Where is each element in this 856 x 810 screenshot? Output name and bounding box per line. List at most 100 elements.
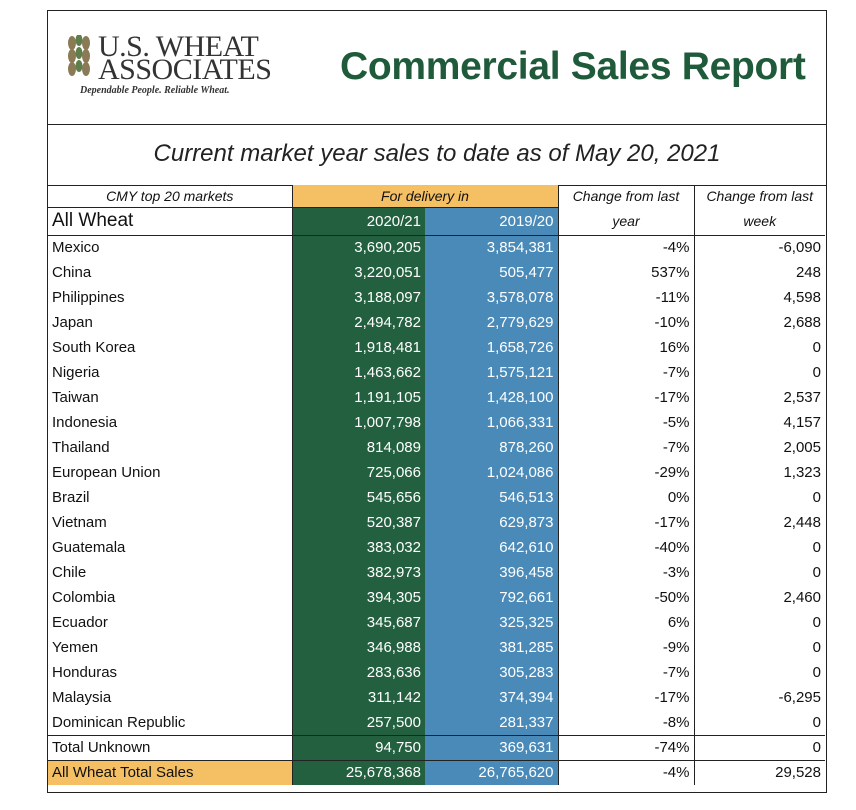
change-year-cell: 537% xyxy=(558,260,695,285)
sales-2019-20-cell: 642,610 xyxy=(425,535,559,560)
sales-2020-21-cell: 1,918,481 xyxy=(292,335,425,360)
sales-2019-20-cell: 3,854,381 xyxy=(425,235,559,260)
sales-2020-21-cell: 545,656 xyxy=(292,485,425,510)
sales-2020-21-cell: 1,463,662 xyxy=(292,360,425,385)
total-unknown-row: Total Unknown 94,750 369,631 -74% 0 xyxy=(48,734,825,760)
sales-2020-21-cell: 346,988 xyxy=(292,635,425,660)
change-week-cell: 248 xyxy=(795,264,821,281)
col-2020-21-header: 2020/21 xyxy=(292,207,425,236)
sales-2020-21-cell: 382,973 xyxy=(292,560,425,585)
sales-2019-20-cell: 3,578,078 xyxy=(425,285,559,310)
market-cell: Japan xyxy=(48,310,293,335)
change-week-cell: 0 xyxy=(812,614,821,631)
market-cell: Philippines xyxy=(48,285,293,310)
report-subtitle: Current market year sales to date as of … xyxy=(153,140,721,167)
market-cell: Honduras xyxy=(48,660,293,685)
table-row: China 3,220,051 505,477 537% 248 xyxy=(48,260,825,285)
market-cell: Total Unknown xyxy=(48,734,293,760)
change-week-header-line1: Change from last xyxy=(706,188,814,204)
sales-table-body: CMY top 20 markets For delivery in Chang… xyxy=(48,185,825,785)
sales-2019-20-cell: 2,779,629 xyxy=(425,310,559,335)
market-cell: Yemen xyxy=(48,635,293,660)
sales-2019-20-cell: 381,285 xyxy=(425,635,559,660)
change-year-cell: -17% xyxy=(558,510,695,535)
table-row: European Union 725,066 1,024,086 -29% 1,323 xyxy=(48,460,825,485)
change-year-cell: -50% xyxy=(558,585,695,610)
sales-2019-20-cell: 1,428,100 xyxy=(425,385,559,410)
table-row: Japan 2,494,782 2,779,629 -10% 2,688 xyxy=(48,310,825,335)
change-year-cell: -11% xyxy=(558,285,695,310)
market-cell: All Wheat Total Sales xyxy=(48,759,293,785)
sales-2020-21-cell: 311,142 xyxy=(292,685,425,710)
market-cell: European Union xyxy=(48,460,293,485)
logo-text-line1: U.S. WHEAT xyxy=(98,30,259,63)
table-row: Nigeria 1,463,662 1,575,121 -7% 0 xyxy=(48,360,825,385)
market-cell: Guatemala xyxy=(48,535,293,560)
table-row: Brazil 545,656 546,513 0% 0 xyxy=(48,485,825,510)
sales-2020-21-cell: 2,494,782 xyxy=(292,310,425,335)
change-week-cell: 0 xyxy=(812,564,821,581)
sales-2020-21-cell: 345,687 xyxy=(292,610,425,635)
market-cell: Dominican Republic xyxy=(48,710,293,735)
header-row-2: All Wheat 2020/21 2019/20 year week xyxy=(48,207,825,236)
sales-2020-21-cell: 1,191,105 xyxy=(292,385,425,410)
table-row: Ecuador 345,687 325,325 6% 0 xyxy=(48,610,825,635)
change-year-cell: -7% xyxy=(558,435,695,460)
market-cell: Malaysia xyxy=(48,685,293,710)
sales-2020-21-cell: 725,066 xyxy=(292,460,425,485)
sales-2019-20-cell: 1,658,726 xyxy=(425,335,559,360)
change-year-cell: -4% xyxy=(558,759,695,785)
market-cell: Indonesia xyxy=(48,410,293,435)
market-cell: Thailand xyxy=(48,435,293,460)
sales-2020-21-cell: 814,089 xyxy=(292,435,425,460)
wheat-icon xyxy=(68,35,90,76)
sales-2019-20-cell: 792,661 xyxy=(425,585,559,610)
delivery-header: For delivery in xyxy=(292,185,559,208)
sales-2020-21-cell: 3,188,097 xyxy=(292,285,425,310)
sales-2019-20-cell: 369,631 xyxy=(425,734,559,760)
market-cell: Brazil xyxy=(48,485,293,510)
change-week-cell: 2,005 xyxy=(783,439,821,456)
sales-2019-20-cell: 396,458 xyxy=(425,560,559,585)
change-week-cell: 0 xyxy=(812,639,821,656)
change-week-cell: 4,598 xyxy=(783,289,821,306)
sales-2019-20-cell: 305,283 xyxy=(425,660,559,685)
sales-2019-20-cell: 1,575,121 xyxy=(425,360,559,385)
col-2019-20-header: 2019/20 xyxy=(425,207,559,236)
change-week-cell: 2,460 xyxy=(783,589,821,606)
sales-2019-20-cell: 629,873 xyxy=(425,510,559,535)
change-year-cell: -5% xyxy=(558,410,695,435)
sales-2020-21-cell: 383,032 xyxy=(292,535,425,560)
change-week-cell: 29,528 xyxy=(694,759,825,785)
market-cell: Vietnam xyxy=(48,510,293,535)
market-cell: Chile xyxy=(48,560,293,585)
change-week-cell: 4,157 xyxy=(783,414,821,431)
change-year-cell: -17% xyxy=(558,685,695,710)
sales-table: CMY top 20 markets For delivery in Chang… xyxy=(48,185,825,785)
sales-2019-20-cell: 1,066,331 xyxy=(425,410,559,435)
change-week-cell: -6,090 xyxy=(778,239,821,257)
sales-2019-20-cell: 374,394 xyxy=(425,685,559,710)
change-year-cell: 0% xyxy=(558,485,695,510)
table-row: Thailand 814,089 878,260 -7% 2,005 xyxy=(48,435,825,460)
change-year-cell: -40% xyxy=(558,535,695,560)
change-year-header-line2: year xyxy=(558,207,695,236)
table-row: Philippines 3,188,097 3,578,078 -11% 4,598 xyxy=(48,285,825,310)
table-row: Taiwan 1,191,105 1,428,100 -17% 2,537 xyxy=(48,385,825,410)
change-week-cell: 0 xyxy=(812,364,821,381)
change-year-header-line1: Change from last xyxy=(558,185,695,207)
total-sales-row: All Wheat Total Sales 25,678,368 26,765,62… xyxy=(48,759,825,785)
change-week-cell: 0 xyxy=(812,664,821,681)
market-cell: Nigeria xyxy=(48,360,293,385)
change-year-cell: -10% xyxy=(558,310,695,335)
sales-2020-21-cell: 520,387 xyxy=(292,510,425,535)
markets-header: CMY top 20 markets xyxy=(48,185,293,208)
change-year-cell: -17% xyxy=(558,385,695,410)
table-row: Guatemala 383,032 642,610 -40% 0 xyxy=(48,535,825,560)
market-cell: Taiwan xyxy=(48,385,293,410)
change-week-header-line2: week xyxy=(694,207,825,236)
market-cell: Ecuador xyxy=(48,610,293,635)
change-year-cell: -29% xyxy=(558,460,695,485)
sales-2020-21-cell: 1,007,798 xyxy=(292,410,425,435)
sales-2020-21-cell: 3,690,205 xyxy=(292,235,425,260)
